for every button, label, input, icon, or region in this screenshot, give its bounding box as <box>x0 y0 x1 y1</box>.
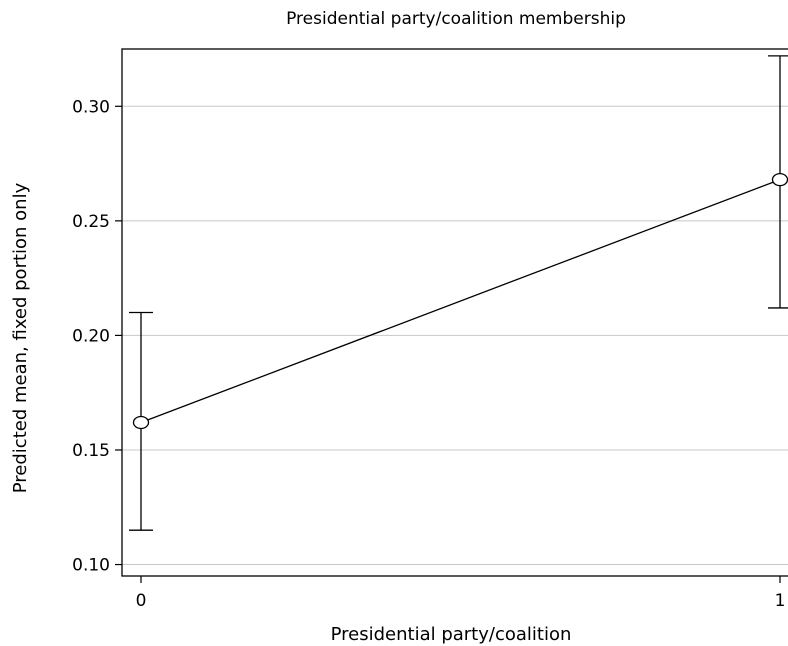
x-tick-label: 1 <box>775 591 786 611</box>
y-axis-title: Predicted mean, fixed portion only <box>10 182 31 493</box>
series <box>129 55 788 531</box>
y-tick-label: 0.25 <box>72 212 110 232</box>
plot-frame <box>121 48 788 577</box>
y-axis: 0.10 0.15 0.20 0.25 0.30 <box>72 97 122 576</box>
series-line <box>140 178 781 424</box>
gridlines <box>122 105 788 566</box>
x-tick-label: 0 <box>136 591 147 611</box>
chart-title: Presidential party/coalition membership <box>286 9 626 29</box>
y-tick-label: 0.30 <box>72 97 110 117</box>
y-tick-label: 0.15 <box>72 441 110 461</box>
data-point <box>771 172 788 187</box>
y-tick-label: 0.20 <box>72 326 110 346</box>
data-point <box>132 415 150 430</box>
x-axis-title: Presidential party/coalition <box>331 624 572 645</box>
y-tick-label: 0.10 <box>72 556 110 576</box>
